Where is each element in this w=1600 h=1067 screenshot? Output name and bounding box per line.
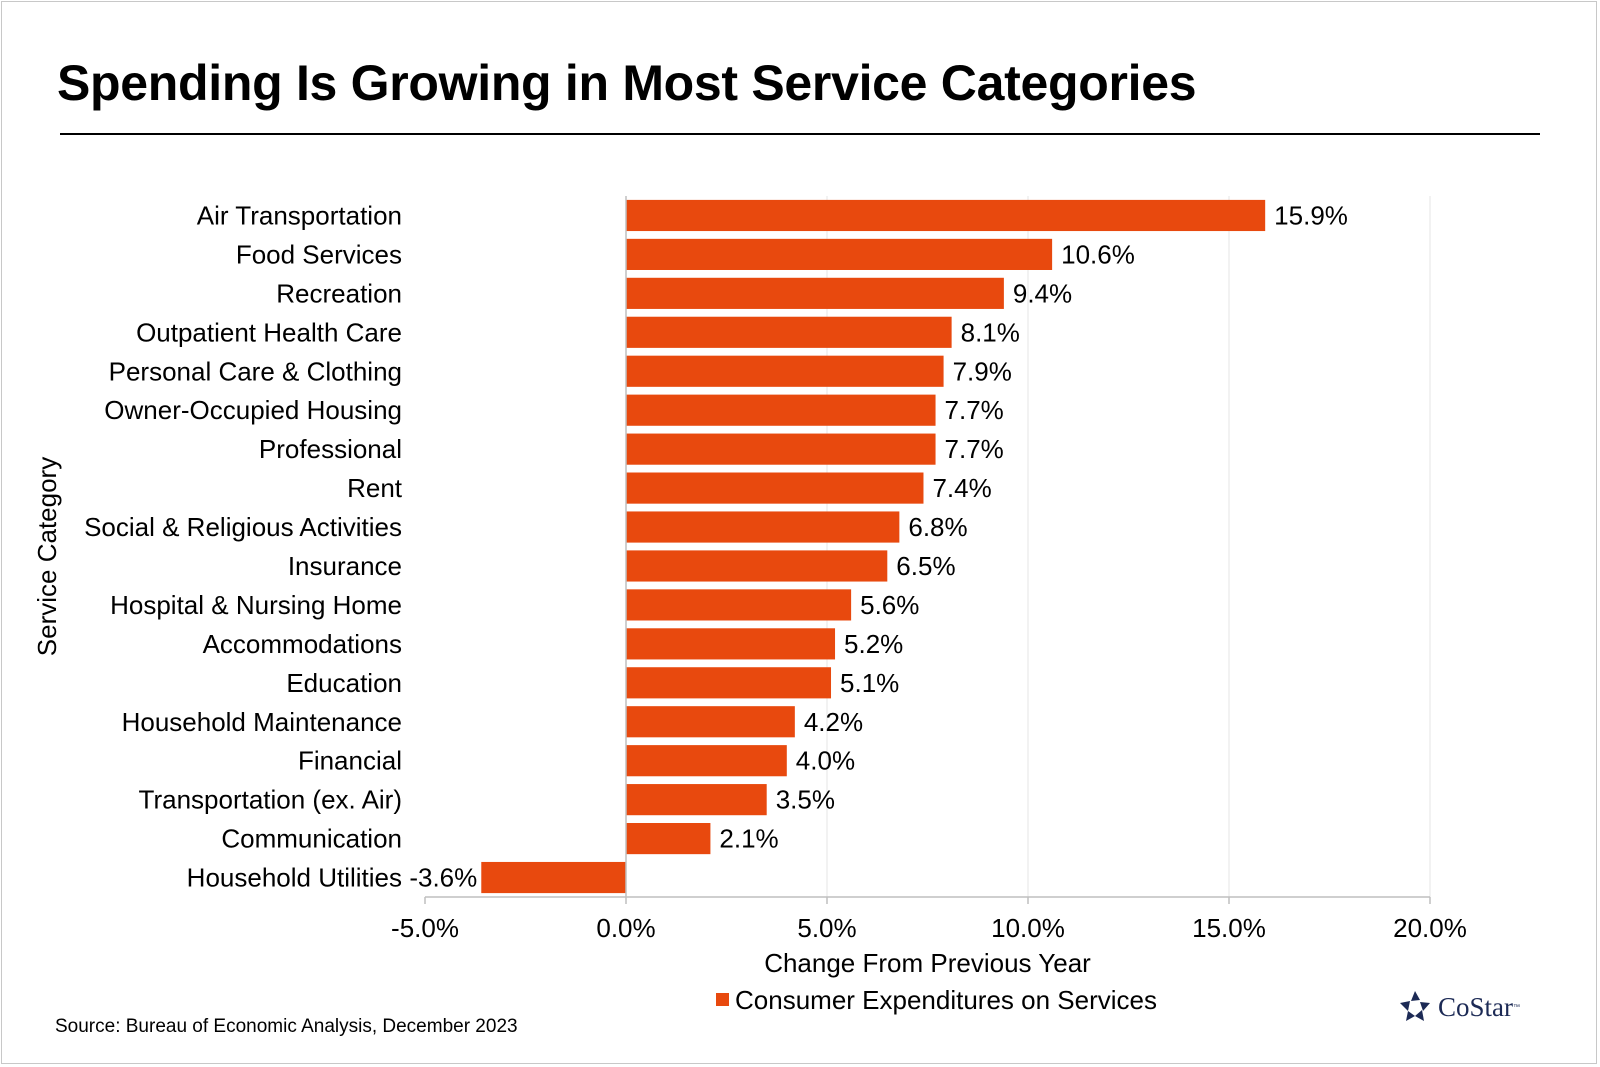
category-label: Education bbox=[286, 668, 402, 698]
bar bbox=[626, 706, 795, 738]
costar-star-icon bbox=[1400, 991, 1430, 1021]
bar bbox=[626, 784, 767, 816]
data-label: 4.0% bbox=[796, 746, 855, 776]
legend-label: Consumer Expenditures on Services bbox=[735, 985, 1157, 1015]
bar bbox=[626, 667, 832, 699]
data-label: 3.5% bbox=[776, 785, 835, 815]
category-label: Communication bbox=[221, 824, 402, 854]
data-label: 7.9% bbox=[953, 356, 1012, 386]
category-label: Food Services bbox=[236, 239, 402, 269]
data-label: 2.1% bbox=[719, 824, 778, 854]
title-divider bbox=[60, 133, 1540, 135]
category-label: Transportation (ex. Air) bbox=[139, 785, 402, 815]
category-label: Personal Care & Clothing bbox=[109, 356, 402, 386]
x-tick-label: 5.0% bbox=[797, 913, 856, 943]
bar bbox=[626, 823, 711, 855]
data-label: 15.9% bbox=[1274, 200, 1348, 230]
data-label: 7.7% bbox=[945, 434, 1004, 464]
bar bbox=[626, 589, 852, 621]
bar bbox=[626, 277, 1004, 309]
data-label: 9.4% bbox=[1013, 278, 1072, 308]
category-label: Air Transportation bbox=[197, 200, 402, 230]
data-label: 7.7% bbox=[945, 395, 1004, 425]
x-tick-label: 15.0% bbox=[1192, 913, 1266, 943]
category-label: Owner-Occupied Housing bbox=[104, 395, 402, 425]
data-label: 4.2% bbox=[804, 707, 863, 737]
bar bbox=[481, 861, 626, 894]
x-axis-title: Change From Previous Year bbox=[764, 948, 1091, 978]
bar bbox=[626, 550, 888, 582]
data-label: 7.4% bbox=[932, 473, 991, 503]
y-axis-title: Service Category bbox=[32, 457, 62, 656]
data-label: 8.1% bbox=[961, 317, 1020, 347]
legend-swatch bbox=[716, 993, 729, 1006]
data-label: 5.2% bbox=[844, 629, 903, 659]
data-label: -3.6% bbox=[409, 863, 477, 893]
x-tick-label: 10.0% bbox=[991, 913, 1065, 943]
data-label: 6.5% bbox=[896, 551, 955, 581]
logo-wordmark: CoStar bbox=[1438, 991, 1514, 1022]
category-label: Professional bbox=[259, 434, 402, 464]
category-label: Accommodations bbox=[203, 629, 402, 659]
category-label: Recreation bbox=[276, 278, 402, 308]
bar bbox=[626, 745, 787, 777]
costar-logo: CoStar ™ bbox=[1398, 990, 1520, 1024]
x-tick-label: 0.0% bbox=[596, 913, 655, 943]
data-label: 5.1% bbox=[840, 668, 899, 698]
bar bbox=[626, 394, 936, 426]
bar bbox=[626, 511, 900, 543]
category-label: Rent bbox=[347, 473, 403, 503]
category-label: Insurance bbox=[288, 551, 402, 581]
data-label: 10.6% bbox=[1061, 239, 1135, 269]
category-label: Social & Religious Activities bbox=[84, 512, 402, 542]
logo-trademark: ™ bbox=[1513, 1003, 1521, 1011]
category-label: Hospital & Nursing Home bbox=[110, 590, 402, 620]
category-label: Financial bbox=[298, 746, 402, 776]
bar bbox=[626, 355, 944, 387]
bar bbox=[626, 433, 936, 465]
data-label: 5.6% bbox=[860, 590, 919, 620]
category-label: Household Utilities bbox=[187, 863, 402, 893]
bar bbox=[626, 316, 952, 348]
category-label: Outpatient Health Care bbox=[136, 317, 402, 347]
data-label: 6.8% bbox=[908, 512, 967, 542]
x-tick-label: -5.0% bbox=[391, 913, 459, 943]
bar bbox=[626, 199, 1266, 232]
x-tick-label: 20.0% bbox=[1393, 913, 1467, 943]
bar bbox=[626, 628, 836, 660]
source-note: Source: Bureau of Economic Analysis, Dec… bbox=[55, 1016, 518, 1037]
bar bbox=[626, 238, 1053, 270]
category-label: Household Maintenance bbox=[122, 707, 402, 737]
chart-title: Spending Is Growing in Most Service Cate… bbox=[57, 55, 1197, 111]
bar bbox=[626, 472, 924, 504]
